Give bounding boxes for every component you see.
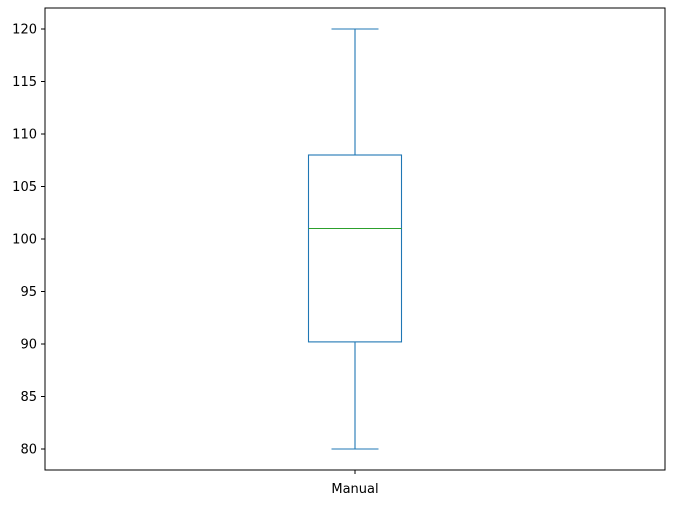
y-tick-label: 115	[12, 75, 37, 90]
iqr-box	[307, 154, 403, 343]
y-tick-label: 110	[12, 128, 37, 143]
y-tick-label: 80	[20, 443, 37, 458]
x-axis: Manual	[331, 470, 379, 497]
y-tick-label: 90	[20, 338, 37, 353]
y-tick-label: 120	[12, 23, 37, 38]
y-tick-label: 105	[12, 180, 37, 195]
y-tick-label: 95	[20, 285, 37, 300]
y-tick-label: 100	[12, 233, 37, 248]
y-tick-label: 85	[20, 390, 37, 405]
y-axis: 80 85 90 95 100 105 110 115 120	[12, 23, 45, 458]
x-tick-label: Manual	[331, 482, 378, 497]
box-series	[307, 28, 403, 450]
plot-frame	[44, 7, 666, 471]
